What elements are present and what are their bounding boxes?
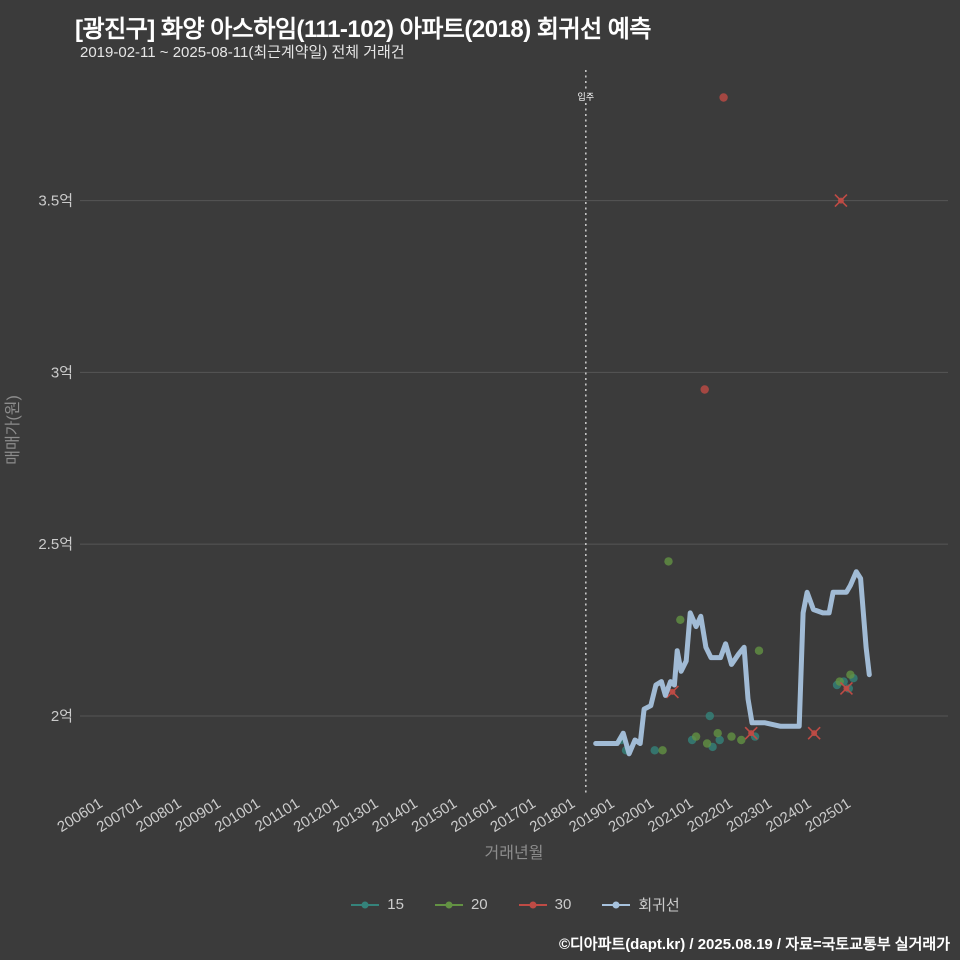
scatter-point-15 <box>715 735 724 745</box>
footer-credit: ©디아파트(dapt.kr) / 2025.08.19 / 자료=국토교통부 실… <box>558 936 950 953</box>
marks-layer: 입주 <box>576 90 872 757</box>
legend-item-15: 15 <box>350 896 404 913</box>
legend-marker-icon <box>518 901 547 908</box>
legend-label: 15 <box>387 896 404 913</box>
legend-item-20: 20 <box>434 896 488 913</box>
legend-label: 회귀선 <box>638 897 680 914</box>
cross-point-dot-30 <box>669 688 676 695</box>
y-tick-label: 2.5억 <box>38 536 73 553</box>
scatter-point-20 <box>754 646 764 655</box>
chart-title: [광진구] 화양 아스하임(111-102) 아파트(2018) 회귀선 예측 <box>75 16 651 43</box>
scatter-point-20 <box>658 746 667 755</box>
cross-point-dot-30 <box>843 685 850 692</box>
scatter-point-15 <box>650 746 659 755</box>
legend-item-30: 30 <box>518 896 572 913</box>
grid-layer <box>80 70 948 795</box>
legend-marker-icon <box>602 901 631 908</box>
y-tick-label: 2억 <box>51 708 73 725</box>
y-tick-label: 3억 <box>51 364 73 381</box>
legend-item-회귀선: 회귀선 <box>601 894 680 915</box>
legend-label: 30 <box>554 896 572 913</box>
legend-marker-icon <box>434 901 463 908</box>
cross-point-dot-30 <box>837 197 844 204</box>
cross-point-dot-30 <box>811 730 818 737</box>
regression-line <box>593 569 872 757</box>
legend-label: 20 <box>470 896 488 913</box>
y-tick-label: 3.5억 <box>38 193 73 210</box>
x-tick-label: 202501 <box>802 795 853 836</box>
scatter-point-20 <box>702 739 712 748</box>
scatter-point-20 <box>664 557 673 566</box>
scatter-point-20 <box>676 615 685 624</box>
scatter-point-20 <box>846 670 855 679</box>
scatter-point-20 <box>737 735 746 745</box>
chart-subtitle: 2019-02-11 ~ 2025-08-11(최근계약일) 전체 거래건 <box>80 44 405 61</box>
cross-point-dot-30 <box>748 730 755 737</box>
scatter-point-20 <box>691 732 701 741</box>
scatter-point-30 <box>719 93 728 102</box>
legend: 15 20 30 회귀선 <box>0 894 960 915</box>
x-tick-label: 201001 <box>212 795 263 836</box>
scatter-point-20 <box>727 732 736 741</box>
scatter-point-30 <box>700 385 709 394</box>
x-axis-title: 거래년월 <box>485 844 544 862</box>
y-axis-title: 매매가(원) <box>4 395 22 465</box>
move-in-annotation-label: 입주 <box>578 91 595 102</box>
scatter-point-20 <box>713 729 722 738</box>
scatter-point-15 <box>705 711 714 721</box>
legend-marker-icon <box>351 901 380 908</box>
